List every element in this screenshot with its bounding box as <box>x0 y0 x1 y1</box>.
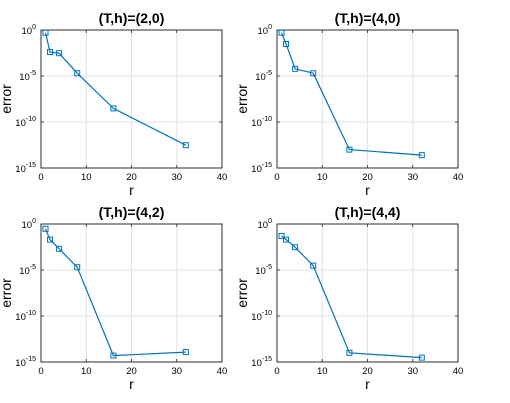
data-point-marker <box>182 142 189 149</box>
x-axis-label: r <box>129 376 134 392</box>
data-point-marker <box>110 352 117 359</box>
x-tick-label: 40 <box>217 172 228 183</box>
error-series-line <box>280 32 422 156</box>
y-tick-label: 10-10 <box>15 310 36 323</box>
subplot-title: (T,h)=(2,0) <box>99 10 165 26</box>
x-tick-label: 0 <box>38 366 43 377</box>
x-tick-label: 0 <box>274 172 279 183</box>
data-point-marker <box>418 354 425 361</box>
subplot-title: (T,h)=(4,4) <box>335 204 401 220</box>
data-point-marker <box>292 244 299 251</box>
x-tick-label: 40 <box>217 366 228 377</box>
y-tick-label: 10-10 <box>251 116 272 129</box>
x-tick-label: 40 <box>453 366 464 377</box>
data-point-marker <box>47 49 54 56</box>
x-tick-label: 20 <box>362 366 373 377</box>
y-axis-label: error <box>234 84 250 114</box>
data-point-marker <box>346 349 353 356</box>
data-point-marker <box>110 105 117 112</box>
x-tick-label: 30 <box>171 172 182 183</box>
y-axis-label: error <box>0 84 14 114</box>
y-tick-label: 10-15 <box>15 356 36 369</box>
subplot-title: (T,h)=(4,2) <box>99 204 165 220</box>
y-axis-label: error <box>234 278 250 308</box>
data-point-marker <box>47 236 54 243</box>
y-tick-label: 10-5 <box>19 264 36 277</box>
y-tick-label: 10-5 <box>255 264 272 277</box>
subplot-1: 0 10 20 30 40 100 10-5 10-10 10-15 (T,h)=(2,0) r er… <box>0 10 227 198</box>
subplot-4: 0 10 20 30 40 100 10-5 10-10 10-15 (T,h)=(4,4) r er… <box>234 204 463 392</box>
y-tick-label: 10-15 <box>15 162 36 175</box>
error-series-line <box>281 235 422 359</box>
x-tick-label: 20 <box>126 366 137 377</box>
x-axis-label: r <box>365 182 370 198</box>
data-point-marker <box>42 29 49 36</box>
data-point-marker <box>310 262 317 269</box>
x-tick-label: 10 <box>81 172 92 183</box>
data-point-marker <box>418 152 425 159</box>
x-tick-label: 30 <box>171 366 182 377</box>
y-tick-label: 100 <box>258 218 273 231</box>
subplot-2: 0 10 20 30 40 100 10-5 10-10 10-15 (T,h)=(4,0) r er… <box>234 10 463 198</box>
subplot-title: (T,h)=(4,0) <box>335 10 401 26</box>
x-tick-label: 0 <box>274 366 279 377</box>
data-point-marker <box>56 245 63 252</box>
x-tick-label: 20 <box>362 172 373 183</box>
x-tick-label: 40 <box>453 172 464 183</box>
data-point-marker <box>346 146 353 153</box>
x-tick-label: 10 <box>81 366 92 377</box>
subplot-3: 0 10 20 30 40 100 10-5 10-10 10-15 (T,h)=(4,2) r er… <box>0 204 227 392</box>
y-tick-label: 100 <box>258 24 273 37</box>
data-point-marker <box>283 41 290 48</box>
data-point-marker <box>74 70 81 77</box>
data-point-marker <box>310 70 317 77</box>
y-tick-label: 100 <box>22 218 37 231</box>
x-tick-label: 0 <box>38 172 43 183</box>
x-tick-label: 30 <box>407 366 418 377</box>
data-point-marker <box>292 65 299 72</box>
x-tick-label: 10 <box>317 366 328 377</box>
data-point-marker <box>56 50 63 57</box>
x-tick-label: 20 <box>126 172 137 183</box>
y-axis-label: error <box>0 278 14 308</box>
y-tick-label: 10-10 <box>251 310 272 323</box>
x-tick-label: 30 <box>407 172 418 183</box>
data-point-marker <box>278 29 285 36</box>
y-tick-label: 10-15 <box>251 162 272 175</box>
data-point-marker <box>278 232 285 239</box>
y-tick-label: 10-10 <box>15 116 36 129</box>
error-series-line <box>44 32 187 146</box>
data-point-marker <box>74 264 81 271</box>
error-series-line <box>44 228 186 357</box>
data-point-marker <box>42 225 49 232</box>
y-tick-label: 10-15 <box>251 356 272 369</box>
y-tick-label: 10-5 <box>19 70 36 83</box>
data-point-marker <box>182 349 189 356</box>
data-point-marker <box>283 236 290 243</box>
y-tick-label: 10-5 <box>255 70 272 83</box>
x-axis-label: r <box>129 182 134 198</box>
x-tick-label: 10 <box>317 172 328 183</box>
x-axis-label: r <box>365 376 370 392</box>
y-tick-label: 100 <box>22 24 37 37</box>
